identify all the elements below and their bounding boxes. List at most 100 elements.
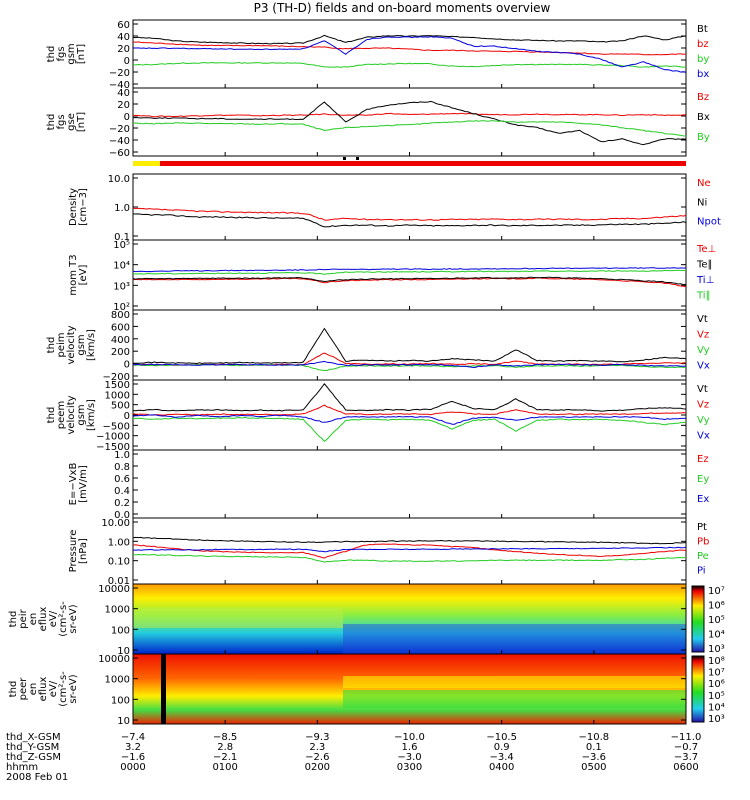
series-bx-line <box>132 35 687 73</box>
series-Bx-line <box>132 100 687 146</box>
y-tick-label: −200 <box>103 372 130 383</box>
spectrogram-image <box>133 654 686 724</box>
y-axis-label: [nT] <box>76 44 87 64</box>
x-axis-value: −10.0 <box>394 732 425 743</box>
x-axis-value: 0600 <box>673 762 698 773</box>
colorbar <box>691 585 705 653</box>
series-bz-line <box>132 41 687 56</box>
colorbar-tick-label: 10³ <box>708 714 725 725</box>
x-axis-row-label: hhmm <box>6 762 38 773</box>
burst-marker <box>356 157 359 160</box>
y-tick-label: 0.0 <box>114 510 130 521</box>
y-axis-label: [mV/m] <box>78 465 89 503</box>
y-tick-label: 10 <box>117 646 130 657</box>
y-tick-label: 10³ <box>113 281 130 292</box>
y-axis-label: thd <box>8 681 19 698</box>
y-axis-label: peem <box>56 401 67 429</box>
series-Vy-line <box>132 416 687 442</box>
series-By-line <box>132 120 687 137</box>
y-tick-label: 0.1 <box>114 232 130 243</box>
panel-frame <box>132 309 687 381</box>
y-axis-label: gsm <box>76 404 87 425</box>
series-Ti⊥-line <box>132 267 687 273</box>
y-tick-label: −1500 <box>96 442 130 453</box>
y-tick-label: 1000 <box>105 605 130 616</box>
y-tick-label: 60 <box>117 20 130 31</box>
legend-entry: Vy <box>697 345 710 356</box>
panel-temperature: 10⁵ 10⁴ 10³ 10² mom T3 [eV] Te⊥ Te∥ Ti⊥ Ti∥ <box>68 239 716 313</box>
legend-entry: Vz <box>697 330 709 341</box>
spectrogram-band <box>343 624 686 654</box>
x-axis-value: 3.2 <box>125 742 141 753</box>
plot-title: P3 (TH-D) fields and on-board moments ov… <box>254 1 551 15</box>
legend-entry: Ti⊥ <box>696 275 714 286</box>
colorbar-tick-label: 10⁵ <box>708 615 725 626</box>
y-axis-label: thd <box>46 46 57 63</box>
legend-entry: Vz <box>697 400 709 411</box>
colorbar-tick-label: 10⁸ <box>708 656 725 667</box>
legend-entry: Ti∥ <box>696 291 711 302</box>
legend-entry: Ne <box>697 178 711 189</box>
y-tick-label: 1.00 <box>108 537 130 548</box>
x-axis-value: −3.7 <box>674 752 698 763</box>
spectrogram-band <box>343 676 686 688</box>
y-tick-label: 10⁵ <box>113 240 130 251</box>
x-axis-value: 0100 <box>212 762 237 773</box>
x-axis-value: 1.6 <box>402 742 418 753</box>
x-axis-value: 0300 <box>397 762 422 773</box>
y-tick-label: −40 <box>109 80 130 91</box>
panel-frame <box>132 449 687 519</box>
x-axis-value: −11.0 <box>671 732 702 743</box>
colorbar-tick-label: 10³ <box>708 644 725 655</box>
y-tick-label: 0.01 <box>108 576 130 587</box>
colorbar-tick-label: 10⁴ <box>708 702 725 713</box>
y-tick-label: 1000 <box>105 390 130 401</box>
x-axis-value: 0200 <box>305 762 330 773</box>
y-tick-label: 10² <box>113 302 130 313</box>
series-by-line <box>132 61 687 68</box>
y-axis-label: [eV] <box>78 265 89 286</box>
y-axis-label: Pressure <box>68 530 79 573</box>
series-Pb-line <box>132 543 687 559</box>
x-axis-value: 0.9 <box>494 742 510 753</box>
y-tick-label: 10.0 <box>108 174 130 185</box>
legend-entry: Npot <box>697 217 721 228</box>
y-axis-label: gsm <box>66 43 77 64</box>
spectrogram-band <box>343 690 686 708</box>
series-Ne-line <box>132 207 687 221</box>
panel-frame <box>132 239 687 311</box>
x-axis-value: −3.4 <box>490 752 514 763</box>
series-Pt-line <box>132 536 687 545</box>
x-axis-value: −8.5 <box>213 732 237 743</box>
y-tick-label: 1.0 <box>114 203 130 214</box>
colorbar <box>691 655 705 723</box>
x-axis-value: −10.5 <box>486 732 517 743</box>
y-tick-label: −1000 <box>96 432 130 443</box>
y-tick-label: 20 <box>117 44 130 55</box>
series-Pi-line <box>132 546 687 553</box>
panel-frame <box>132 173 687 241</box>
colorbar-tick-label: 10⁴ <box>708 630 725 641</box>
y-tick-label: 1500 <box>105 380 130 391</box>
y-tick-label: 10 <box>117 716 130 727</box>
legend-entry: Vx <box>697 431 710 442</box>
series-Te∥-line <box>132 276 687 286</box>
y-axis-label: gsm <box>76 334 87 355</box>
panel-pressure: 10.00 1.00 0.10 0.01 Pressure [nPa] Pt Pb Pe Pi <box>68 517 709 587</box>
x-axis-value: 0.1 <box>586 742 602 753</box>
y-axis-label: en <box>28 683 39 696</box>
y-axis-label: (cm²-s- <box>58 671 69 707</box>
y-axis-label: thd <box>8 611 19 628</box>
y-tick-label: 10000 <box>98 654 130 665</box>
panel-peir-spectrogram: 10⁷ 10⁶ 10⁵ 10⁴ 10³ 10000 1000 100 10 thd peir en ef… <box>8 583 725 657</box>
y-tick-label: −60 <box>109 148 130 159</box>
x-axis-value: −2.6 <box>305 752 329 763</box>
y-tick-label: 100 <box>111 695 130 706</box>
y-tick-label: 1.0 <box>114 450 130 461</box>
legend-entry: Ey <box>697 474 709 485</box>
mode-bar-survey <box>133 161 160 166</box>
